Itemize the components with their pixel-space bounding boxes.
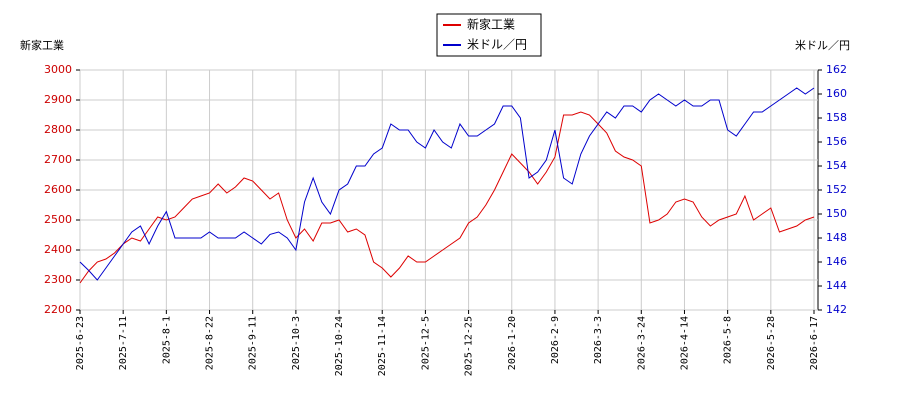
legend-label: 新家工業	[467, 17, 515, 32]
x-tick-label: 2026-4-14	[679, 316, 690, 370]
y-tick-label: 2400	[44, 243, 72, 256]
y2-tick-label: 160	[826, 87, 847, 100]
y-tick-label: 2900	[44, 93, 72, 106]
x-tick-label: 2026-1-20	[507, 316, 518, 370]
x-tick-label: 2026-5-28	[766, 316, 777, 370]
y2-tick-label: 154	[826, 159, 847, 172]
y-tick-label: 2600	[44, 183, 72, 196]
x-tick-label: 2026-3-3	[593, 316, 604, 364]
y-tick-label: 2200	[44, 303, 72, 316]
y2-tick-label: 148	[826, 231, 847, 244]
y2-tick-label: 152	[826, 183, 847, 196]
y2-tick-label: 144	[826, 279, 847, 292]
x-tick-label: 2025-10-24	[334, 316, 345, 376]
legend	[436, 13, 542, 57]
x-tick-label: 2026-2-9	[550, 316, 561, 364]
x-tick-label: 2025-8-22	[205, 316, 216, 370]
y2-tick-label: 150	[826, 207, 847, 220]
y-tick-label: 2700	[44, 153, 72, 166]
x-tick-label: 2025-9-11	[248, 316, 259, 370]
y2-tick-label: 146	[826, 255, 847, 268]
y2-tick-label: 142	[826, 303, 847, 316]
y2-tick-label: 162	[826, 63, 847, 76]
x-tick-label: 2025-10-3	[291, 316, 302, 370]
x-tick-label: 2025-7-11	[118, 316, 129, 370]
y-axis-label: 新家工業	[20, 38, 64, 52]
y2-tick-label: 156	[826, 135, 847, 148]
x-tick-label: 2025-12-5	[420, 316, 431, 370]
y2-axis-label: 米ドル／円	[795, 39, 850, 52]
y-tick-label: 2300	[44, 273, 72, 286]
legend-label: 米ドル／円	[467, 38, 527, 52]
line-series	[79, 87, 815, 281]
y-tick-label: 2500	[44, 213, 72, 226]
x-tick-label: 2025-11-14	[377, 316, 388, 376]
y-tick-label: 2800	[44, 123, 72, 136]
x-tick-label: 2026-5-8	[723, 316, 734, 364]
line-series	[79, 111, 815, 284]
x-tick-label: 2025-8-1	[161, 316, 172, 364]
x-tick-label: 2025-6-23	[75, 316, 86, 370]
x-tick-label: 2025-12-25	[464, 316, 475, 376]
x-tick-label: 2026-6-17	[809, 316, 820, 370]
y-tick-label: 3000	[44, 63, 72, 76]
x-tick-label: 2026-3-24	[636, 316, 647, 370]
y2-tick-label: 158	[826, 111, 847, 124]
